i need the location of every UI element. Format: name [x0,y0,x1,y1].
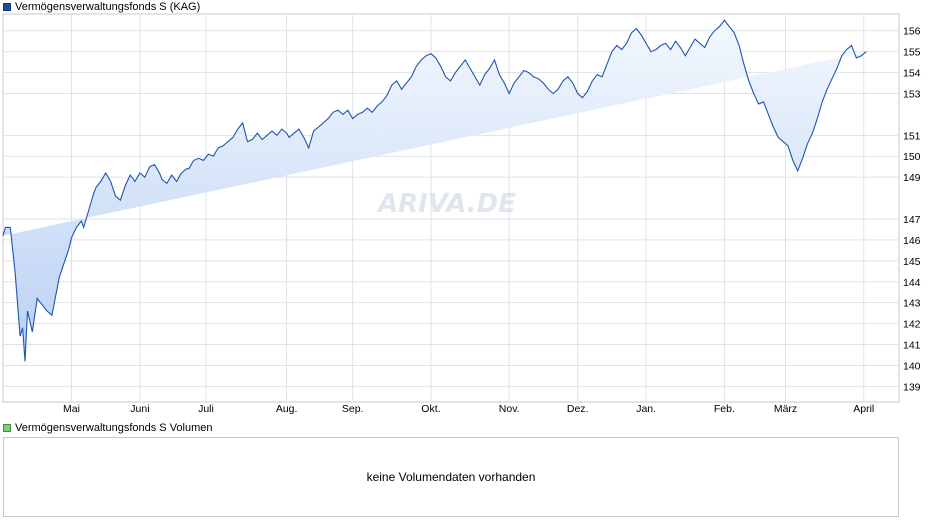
y-axis: 139 140 141 142 143 144 145 146 147 149 150 151 153 1… [903,26,921,394]
x-tick-label: Feb. [714,403,735,415]
price-legend-swatch [3,3,11,11]
x-tick-label: Jan. [636,403,656,415]
price-legend-label: Vermögensverwaltungsfonds S (KAG) [15,1,201,13]
price-chart: ARIVA.DE 1391401411421431441451461471491… [2,13,921,415]
y-tick-label: 142 [903,319,921,331]
x-tick-label: Sep. [342,403,364,415]
x-tick-label: Mai [63,403,80,415]
y-tick-label: 141 [903,340,921,352]
y-tick-label: 147 [903,214,921,226]
y-tick-label: 156 [903,26,921,38]
y-tick-label: 145 [903,256,921,268]
x-axis: Mai Juni Juli Aug. Sep. Okt. Nov. Dez. Jan. Feb. M… [63,403,874,415]
volume-empty-message: keine Volumendaten vorhanden [366,470,536,484]
price-area [3,20,867,362]
x-tick-label: Juli [198,403,214,415]
volume-panel: keine Volumendaten vorhanden [3,437,899,517]
y-tick-label: 144 [903,277,921,289]
volume-legend-label: Vermögensverwaltungsfonds S Volumen [15,422,213,434]
x-tick-label: Juni [130,403,149,415]
y-tick-label: 154 [903,68,921,80]
y-tick-label: 150 [903,151,921,163]
x-tick-label: Nov. [499,403,520,415]
y-tick-label: 143 [903,298,921,310]
y-tick-label: 151 [903,130,921,142]
x-tick-label: Okt. [421,403,440,415]
y-tick-label: 139 [903,381,921,393]
x-tick-label: Aug. [276,403,298,415]
x-tick-label: März [774,403,797,415]
price-line [2,19,867,362]
y-tick-label: 140 [903,360,921,372]
price-legend: Vermögensverwaltungsfonds S (KAG) [3,0,200,14]
y-tick-label: 155 [903,47,921,59]
grid [3,14,898,401]
y-tick-label: 146 [903,235,921,247]
volume-legend: Vermögensverwaltungsfonds S Volumen [3,421,213,435]
x-tick-label: April [853,403,874,415]
volume-legend-swatch [3,424,11,432]
y-tick-label: 153 [903,88,921,100]
y-tick-label: 149 [903,172,921,184]
x-tick-label: Dez. [567,403,589,415]
watermark: ARIVA.DE [376,189,516,219]
